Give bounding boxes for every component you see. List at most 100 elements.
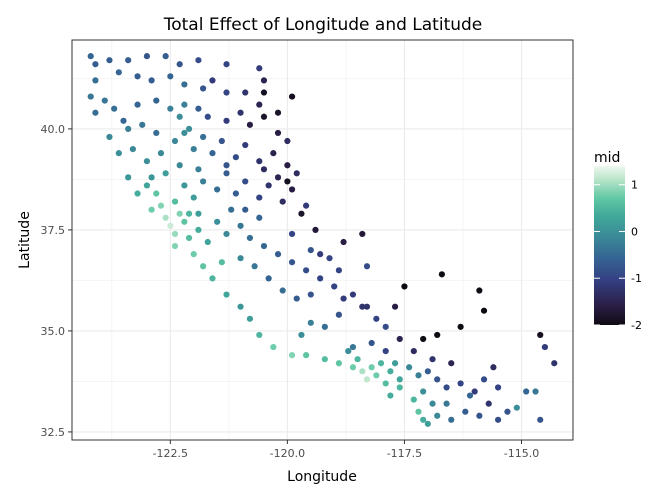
data-point [185, 234, 193, 242]
data-point [274, 109, 282, 116]
data-point [125, 57, 132, 64]
data-point [480, 376, 488, 383]
data-point [162, 214, 169, 221]
data-point [288, 186, 296, 193]
data-point [223, 61, 230, 68]
data-point [504, 408, 511, 415]
data-point [387, 392, 394, 399]
data-point [382, 348, 389, 355]
data-point [434, 412, 441, 419]
data-point [237, 222, 244, 229]
data-point [359, 303, 366, 310]
data-point [171, 230, 179, 238]
data-point [270, 343, 277, 351]
data-point [293, 295, 300, 302]
data-point [223, 230, 230, 238]
data-point [429, 400, 436, 407]
data-point [373, 315, 380, 322]
data-point [382, 323, 389, 330]
data-point [162, 170, 169, 177]
data-point [265, 275, 272, 282]
data-point [134, 73, 141, 80]
data-point [200, 178, 207, 185]
data-point [541, 343, 549, 351]
data-point [377, 360, 385, 367]
data-point [195, 210, 202, 217]
data-point [448, 416, 455, 423]
data-point [223, 89, 230, 96]
data-point [101, 97, 108, 104]
data-point [223, 162, 230, 169]
data-point [476, 412, 483, 419]
data-point [157, 150, 165, 157]
data-point [167, 105, 174, 112]
data-point [448, 360, 455, 367]
x-tick-label: -117.5 [387, 447, 422, 460]
data-point [134, 101, 141, 108]
data-point [307, 291, 314, 298]
data-point [349, 291, 357, 298]
data-point [195, 57, 202, 64]
data-point [373, 372, 380, 379]
y-tick-label: 32.5 [41, 426, 66, 439]
data-point [157, 202, 165, 209]
data-point [256, 214, 263, 221]
data-point [359, 368, 366, 375]
data-point [223, 117, 230, 124]
data-point [363, 263, 371, 270]
data-point [321, 323, 328, 330]
data-point [476, 287, 483, 294]
data-point [349, 364, 357, 371]
data-point [209, 275, 216, 282]
data-point [181, 218, 188, 225]
data-point [143, 53, 151, 60]
data-point [317, 251, 324, 258]
data-point [537, 416, 544, 423]
data-point [228, 206, 235, 213]
data-point [349, 343, 357, 351]
data-point [176, 210, 183, 217]
data-point [190, 145, 197, 153]
colorbar-tick-label: 1 [631, 179, 638, 192]
data-point [134, 190, 141, 197]
data-point [298, 331, 305, 339]
data-point [288, 259, 296, 266]
x-axis: -122.5 -120.0 -117.5 -115.0 [153, 440, 539, 460]
data-point [260, 242, 268, 250]
data-point [274, 129, 282, 137]
data-point [457, 380, 464, 387]
data-point [368, 339, 375, 347]
data-point [190, 194, 197, 201]
data-point [256, 331, 263, 339]
x-axis-title: Longitude [287, 469, 357, 485]
data-point [218, 137, 225, 145]
data-point [256, 158, 263, 165]
data-point [424, 420, 431, 427]
data-point [260, 166, 268, 173]
y-tick-label: 35.0 [41, 325, 66, 338]
data-point [335, 267, 342, 274]
data-point [148, 174, 155, 181]
data-point [167, 73, 174, 80]
data-point [218, 259, 225, 266]
data-point [293, 170, 300, 177]
data-point [494, 384, 502, 391]
data-point [176, 113, 183, 120]
data-point [115, 69, 122, 76]
data-point [420, 416, 427, 423]
colorbar [594, 166, 625, 325]
data-point [396, 376, 403, 383]
y-axis-title: Latitude [17, 211, 33, 269]
data-point [485, 400, 492, 407]
data-point [303, 202, 310, 209]
data-point [214, 186, 221, 193]
data-point [288, 230, 296, 238]
data-point [139, 121, 146, 128]
data-point [237, 303, 244, 310]
data-point [92, 77, 99, 84]
data-point [195, 226, 202, 233]
chart-title: Total Effect of Longitude and Latitude [163, 15, 483, 35]
data-point [415, 372, 422, 379]
data-point [260, 113, 268, 120]
data-point [523, 388, 530, 395]
